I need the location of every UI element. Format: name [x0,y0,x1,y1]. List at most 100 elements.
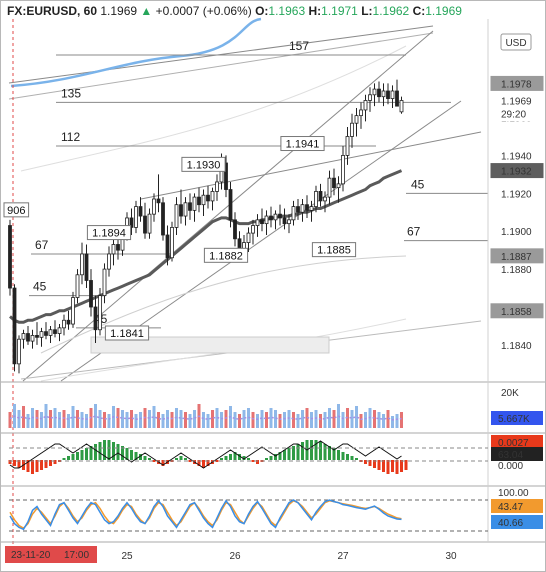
time-tick-label: 30 [445,551,457,562]
volume-bar [49,410,52,428]
level-label: 67 [407,225,421,239]
candle-body [309,206,314,211]
candle-body [57,327,62,334]
macd-histogram-bar [13,460,16,466]
macd-histogram-bar [314,440,318,460]
candle-body [197,196,201,206]
candle-body [255,219,260,226]
annotation-box [104,325,150,341]
volume-bar [67,414,70,428]
volume-bar [179,410,183,428]
volume-bar [94,404,97,428]
macd-histogram-bar [125,448,129,460]
price-tick-label: 1.1900 [501,227,532,238]
candle-body [372,88,377,96]
price-badge-label: 1.1887 [501,252,532,263]
volume-bar [125,412,129,428]
macd-badge [491,447,543,461]
current-time-badge [5,546,97,563]
level-label: 45 [33,280,47,294]
volume-bar [202,412,205,428]
volume-bar [233,412,237,428]
currency-button[interactable]: USD [500,33,532,51]
macd-histogram-bar [188,460,192,462]
candle-body [143,215,147,234]
price-badge [490,248,544,264]
volume-bar [256,414,259,428]
currency-button-label: USD [505,38,526,49]
volume-bar [238,414,241,428]
price-badge [490,303,544,319]
annotation-label: 1.1930 [187,159,221,171]
candle-body [93,306,98,331]
candle-body [66,319,71,325]
volume-bar [193,410,196,428]
candle-body [246,232,251,243]
macd-histogram-bar [112,442,115,460]
candle-body [341,155,345,185]
volume-bar [157,412,160,428]
volume-badge [491,411,543,425]
macd-histogram-bar [278,452,282,460]
candle-body [314,191,318,207]
candle-body [8,225,12,289]
volume-bar [224,410,228,428]
volume-bar [377,412,381,428]
stochastic-badge-label: 40.66 [498,518,523,529]
volume-bar [44,404,48,428]
macd-histogram-bar [256,460,259,464]
macd-tick-label: 0.000 [498,461,523,472]
candle-body [84,253,89,281]
macd-histogram-bar [229,454,232,460]
volume-bar [314,410,318,428]
macd-histogram-bar [130,450,133,460]
annotation-label: 1.1941 [286,139,320,151]
low-value: 1.1962 [372,4,410,18]
macd-histogram-bar [355,458,358,460]
macd-histogram-bar [337,450,340,460]
candle-body [39,331,44,338]
macd-histogram-bar [233,452,237,460]
volume-bar [260,410,264,428]
price-badge-label: 29:20 [501,110,526,121]
volume-bar [58,412,61,428]
macd-histogram-bar [251,460,255,462]
volume-bar [130,410,133,428]
macd-histogram-bar [247,458,250,460]
candle-body [228,189,233,221]
macd-histogram-bar [283,450,286,460]
macd-histogram-bar [40,460,43,470]
macd-histogram-bar [382,460,385,472]
candle-body [390,90,395,99]
macd-histogram-bar [319,442,322,460]
volume-bar [278,414,282,428]
macd-signal-line [9,440,402,469]
macd-histogram-bar [143,456,147,460]
candle-body [381,90,386,98]
volume-bar [332,410,336,428]
macd-histogram-bar [139,454,142,460]
price-tick-label: 1.1840 [501,341,532,352]
macd-histogram-bar [161,460,165,466]
volume-ma-line [9,415,402,421]
macd-histogram-bar [44,460,48,468]
volume-bar [296,414,300,428]
volume-bar [355,406,358,428]
macd-histogram-bar [89,446,93,460]
volume-bar [148,410,151,428]
candles [8,79,404,374]
volume-bar [107,414,111,428]
candle-body [332,177,336,189]
level-label: 67 [35,238,49,252]
volume-pane: 20K 5.667K [8,388,543,428]
price-tick-label: 1.1880 [501,265,532,276]
volume-bar [319,414,322,428]
macd-histogram-bar [341,452,345,460]
volume-bar [8,412,12,428]
volume-bar [283,412,286,428]
macd-badge-label: 63.04 [498,450,523,461]
volume-bar [373,410,376,428]
